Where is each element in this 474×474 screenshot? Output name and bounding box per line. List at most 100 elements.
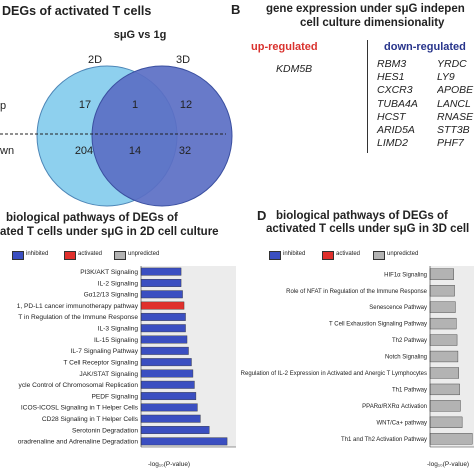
panel-b-letter: B xyxy=(231,2,241,17)
chart-c-bar xyxy=(140,369,194,378)
venn-circle-3d xyxy=(91,65,233,207)
chart-c-bar xyxy=(140,335,188,344)
chart-d-category-label: Regulation of IL-2 Expression in Activat… xyxy=(241,371,427,377)
panel-c-title-line1: biological pathways of DEGs of xyxy=(6,212,178,224)
down-gene-list-col1: RBM3 HES1 CXCR3 TUBA4A HCST ARID5A LIMD2 xyxy=(377,58,418,150)
chart-d-bar xyxy=(429,400,461,412)
chart-d-bar xyxy=(429,301,456,313)
chart-c-category-label: Serotonin Degradation xyxy=(72,427,138,434)
chart-c-category-label: IL-2 Signaling xyxy=(98,280,139,287)
panel-d-title-line2: activated T cells under sμG in 3D cell xyxy=(266,223,470,235)
chart-c-category-label: ycle Control of Chromosomal Replication xyxy=(19,382,139,389)
legend-activated-swatch xyxy=(64,251,76,260)
chart-c-bar xyxy=(140,426,210,434)
down-gene: RNASE xyxy=(437,110,474,123)
venn-count-overlap-down: 14 xyxy=(128,145,142,157)
chart-d-category-label: WNT/Ca+ pathway xyxy=(376,420,427,426)
legend-inhibited-swatch xyxy=(12,251,24,260)
venn-set-label-3d: 3D xyxy=(176,54,191,66)
panel-d-xlabel: -log₁₀(P-value) xyxy=(427,461,470,468)
chart-c-bar xyxy=(140,414,201,423)
venn-count-3d-down: 32 xyxy=(178,145,192,157)
venn-count-overlap-up: 1 xyxy=(131,99,139,111)
chart-c-category-label: T in Regulation of the Immune Response xyxy=(18,314,138,321)
down-gene: CXCR3 xyxy=(377,84,413,97)
chart-d-bar xyxy=(429,268,454,280)
legend-inhibited-label: inhibited xyxy=(283,251,306,257)
panel-b-title-line2: cell culture dimensionality xyxy=(300,17,445,29)
legend-inhibited-label: inhibited xyxy=(26,251,49,257)
down-gene: RBM3 xyxy=(377,58,407,70)
down-regulated-heading: down-regulated xyxy=(384,41,466,53)
chart-d-category-label: Role of NFAT in Regulation of the Immune… xyxy=(286,289,428,295)
chart-d-category-label: HIF1α Signaling xyxy=(384,272,427,278)
legend-activated-swatch xyxy=(322,251,334,260)
panel-c-title-line2: ated T cells under sμG in 2D cell cultur… xyxy=(0,226,219,238)
chart-c-category-label: IL-3 Signaling xyxy=(98,326,139,333)
chart-c-bar xyxy=(140,267,182,276)
down-gene: HES1 xyxy=(377,71,405,84)
chart-c-category-label: IL-15 Signaling xyxy=(94,337,138,344)
chart-d-bar xyxy=(429,383,460,396)
chart-c-category-label: Gα12/13 Signaling xyxy=(84,292,139,299)
panel-d-letter: D xyxy=(257,208,267,223)
chart-c-category-label: oradrenaline and Adrenaline Degradation xyxy=(18,439,139,446)
legend-activated-label: activated xyxy=(78,251,103,257)
chart-d-bar xyxy=(429,317,457,330)
down-gene: HCST xyxy=(377,110,406,123)
up-gene-kdm5b: KDM5B xyxy=(276,63,313,75)
chart-c-category-label: ICOS-ICOSL Signaling in T Helper Cells xyxy=(21,405,139,412)
chart-c-bar xyxy=(140,312,186,321)
legend-unpredicted-label: unpredicted xyxy=(387,251,419,257)
chart-d-category-label: Th1 Pathway xyxy=(392,388,427,394)
chart-d-category-label: Th1 and Th2 Activation Pathway xyxy=(341,437,427,443)
chart-c-bar xyxy=(140,301,185,310)
legend-inhibited-swatch xyxy=(269,251,281,260)
panel-c-xlabel: -log₁₀(P-value) xyxy=(148,461,191,468)
chart-c-bar xyxy=(140,324,186,333)
down-gene: PHF7 xyxy=(437,137,464,150)
legend-unpredicted-swatch xyxy=(114,251,126,260)
panel-d-title-line1: biological pathways of DEGs of xyxy=(276,210,448,222)
down-gene: YRDC xyxy=(437,58,467,70)
chart-d-category-label: Senescence Pathway xyxy=(369,305,427,311)
chart-c-bar xyxy=(140,290,183,299)
chart-d-bar xyxy=(429,367,459,379)
chart-c-category-label: PI3K/AKT Signaling xyxy=(80,269,138,276)
chart-d-bar xyxy=(429,285,455,297)
chart-c-bar xyxy=(140,392,197,401)
chart-c-category-label: IL-7 Signaling Pathway xyxy=(71,348,139,355)
chart-d-category-label: T Cell Exhaustion Signaling Pathway xyxy=(329,322,427,328)
down-gene: LANCL xyxy=(437,97,471,110)
chart-d-bar xyxy=(429,416,463,428)
panel-a-title: DEGs of activated T cells xyxy=(2,4,152,18)
legend-unpredicted-label: unpredicted xyxy=(128,251,160,257)
venn-diagram xyxy=(0,65,233,207)
chart-d-bar xyxy=(429,350,459,363)
down-gene: APOBE xyxy=(437,84,474,97)
chart-c-category-label: 1, PD-L1 cancer immunotherapy pathway xyxy=(17,303,139,310)
venn-row-label-down: wn xyxy=(0,145,15,157)
down-gene: TUBA4A xyxy=(377,97,418,110)
chart-c-category-label: JAK/STAT Signaling xyxy=(79,371,138,378)
chart-c-category-label: CD28 Signaling in T Helper Cells xyxy=(42,416,139,423)
chart-c-plot-area xyxy=(141,266,236,447)
chart-c-bar xyxy=(140,279,182,287)
chart-d-category-label: PPARα/RXRα Activation xyxy=(362,404,427,410)
down-gene: LIMD2 xyxy=(377,137,408,150)
chart-c-category-label: PEDF Signaling xyxy=(91,393,138,400)
chart-d-category-label: Notch Signaling xyxy=(385,355,427,361)
chart-d-bar xyxy=(429,334,458,346)
panel-b-divider xyxy=(367,40,368,153)
chart-d-plot-area xyxy=(430,266,474,447)
chart-c-bar xyxy=(140,346,189,355)
legend-unpredicted-swatch xyxy=(373,251,385,260)
chart-d-category-label: Th2 Pathway xyxy=(392,338,427,344)
venn-count-2d-down: 204 xyxy=(74,145,94,157)
down-gene-list-col2: YRDC LY9 APOBE LANCL RNASE STT3B PHF7 xyxy=(437,58,474,150)
venn-row-label-up: p xyxy=(0,100,7,112)
legend-activated-label: activated xyxy=(336,251,361,257)
panel-a-condition: sμG vs 1g xyxy=(113,29,167,41)
down-gene: STT3B xyxy=(437,124,470,137)
venn-count-2d-up: 17 xyxy=(78,99,92,111)
